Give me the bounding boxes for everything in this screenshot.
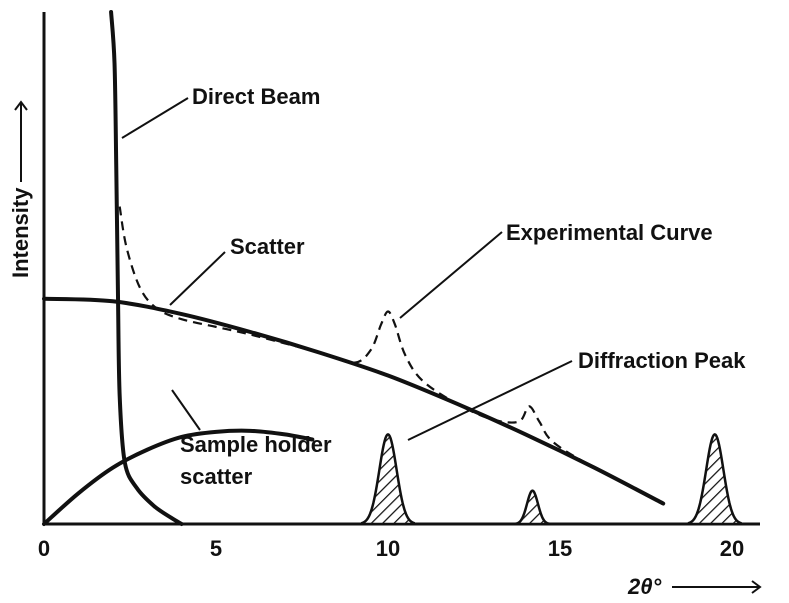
x-axis-arrow-head [751, 580, 762, 594]
x-tick-label: 5 [210, 536, 222, 561]
diffraction-peaks [360, 432, 742, 526]
y-axis-arrow-head [14, 100, 28, 111]
leader-direct-beam [121, 97, 189, 139]
leader-sample-holder [171, 389, 201, 431]
x-axis-label-text: 2θ° [627, 574, 662, 599]
y-axis-label: Intensity [8, 100, 33, 278]
x-axis-label: 2θ° [627, 574, 762, 599]
y-axis-label-text: Intensity [8, 187, 33, 278]
label-scatter: Scatter [230, 234, 305, 259]
experimental-curve [118, 206, 664, 505]
leader-experimental [399, 231, 503, 319]
direct-beam-curve [109, 10, 184, 526]
x-tick-label: 15 [548, 536, 572, 561]
label-experimental-curve: Experimental Curve [506, 220, 713, 245]
diffraction-peak [687, 432, 742, 526]
leader-diffraction-peak [407, 360, 573, 441]
x-tick-label: 10 [376, 536, 400, 561]
label-sample-holder: Sample holder [180, 432, 332, 457]
label-diffraction-peak: Diffraction Peak [578, 348, 746, 373]
label-sample-holder-2: scatter [180, 464, 253, 489]
x-tick-label: 0 [38, 536, 50, 561]
sample-holder-scatter-curve [42, 428, 315, 526]
diffraction-peak [514, 489, 551, 526]
leader-scatter [169, 251, 226, 306]
scatter-curve [42, 296, 666, 506]
x-tick-labels: 0 5 10 15 20 [38, 536, 744, 561]
x-tick-label: 20 [720, 536, 744, 561]
diffraction-peak [360, 432, 416, 526]
chart-series [42, 10, 666, 526]
label-direct-beam: Direct Beam [192, 84, 320, 109]
